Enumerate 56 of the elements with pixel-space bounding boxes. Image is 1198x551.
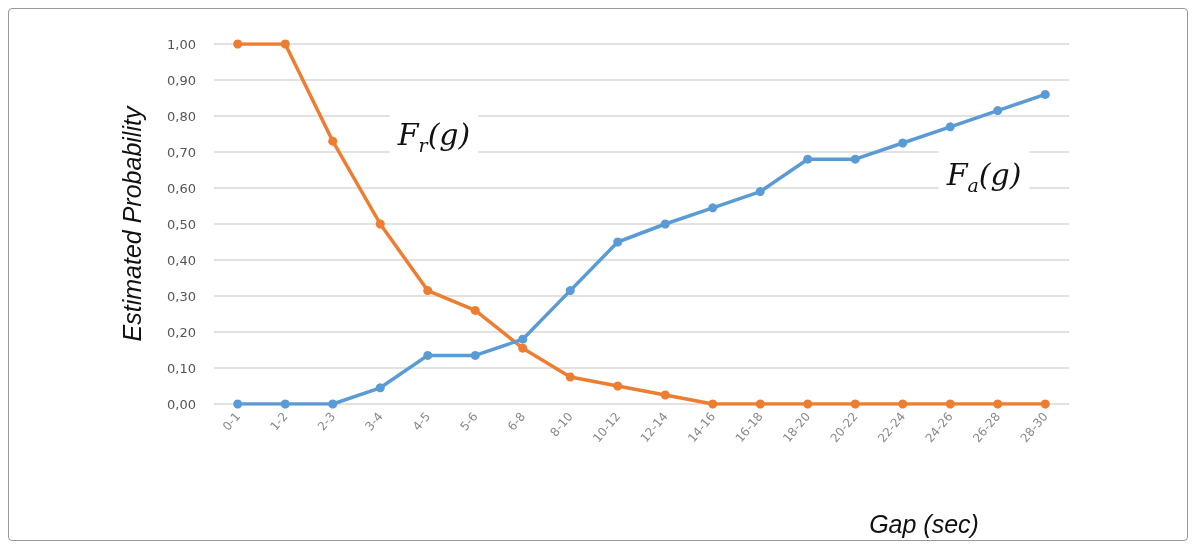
- y-tick-label: 0,60: [167, 180, 196, 196]
- y-tick-label: 0,50: [167, 216, 196, 232]
- point: [660, 219, 670, 229]
- point: [803, 399, 813, 409]
- point: [233, 399, 243, 409]
- y-tick-label: 0,10: [167, 360, 196, 376]
- point: [993, 399, 1003, 409]
- point: [470, 350, 480, 360]
- point: [755, 187, 765, 197]
- point: [613, 381, 623, 391]
- point: [375, 383, 385, 393]
- point: [328, 399, 338, 409]
- point: [565, 372, 575, 382]
- y-tick-label: 0,20: [167, 324, 196, 340]
- y-tick-label: 0,90: [167, 72, 196, 88]
- point: [470, 305, 480, 315]
- point: [1040, 89, 1050, 99]
- x-tick-label: 1-2: [267, 409, 291, 434]
- point: [898, 399, 908, 409]
- point: [898, 138, 908, 148]
- point: [1040, 399, 1050, 409]
- point: [708, 399, 718, 409]
- point: [803, 154, 813, 164]
- point: [708, 203, 718, 213]
- point: [755, 399, 765, 409]
- point: [233, 39, 243, 49]
- x-tick-label: 2-3: [314, 409, 339, 434]
- point: [850, 399, 860, 409]
- x-tick-label: 0-1: [219, 409, 244, 434]
- y-tick-label: 1,00: [167, 36, 196, 52]
- point: [993, 106, 1003, 116]
- point: [565, 286, 575, 296]
- point: [945, 122, 955, 132]
- y-tick-label: 0,70: [167, 144, 196, 160]
- point: [945, 399, 955, 409]
- point: [423, 350, 433, 360]
- y-axis-title: Estimated Probability: [117, 105, 146, 342]
- point: [280, 399, 290, 409]
- x-tick-label: 6-8: [504, 409, 529, 434]
- point: [328, 136, 338, 146]
- x-tick-label: 5-6: [457, 409, 481, 434]
- point: [518, 334, 528, 344]
- y-tick-label: 0,40: [167, 252, 196, 268]
- y-tick-label: 0,80: [167, 108, 196, 124]
- point: [375, 219, 385, 229]
- point: [660, 390, 670, 400]
- point: [850, 154, 860, 164]
- point: [280, 39, 290, 49]
- x-tick-label: 4-5: [409, 409, 434, 434]
- point: [613, 237, 623, 247]
- point: [423, 286, 433, 296]
- point: [518, 343, 528, 353]
- y-tick-label: 0,30: [167, 288, 196, 304]
- x-axis-title: Gap (sec): [869, 510, 979, 538]
- y-tick-label: 0,00: [167, 396, 196, 412]
- x-tick-label: 3-4: [362, 409, 386, 434]
